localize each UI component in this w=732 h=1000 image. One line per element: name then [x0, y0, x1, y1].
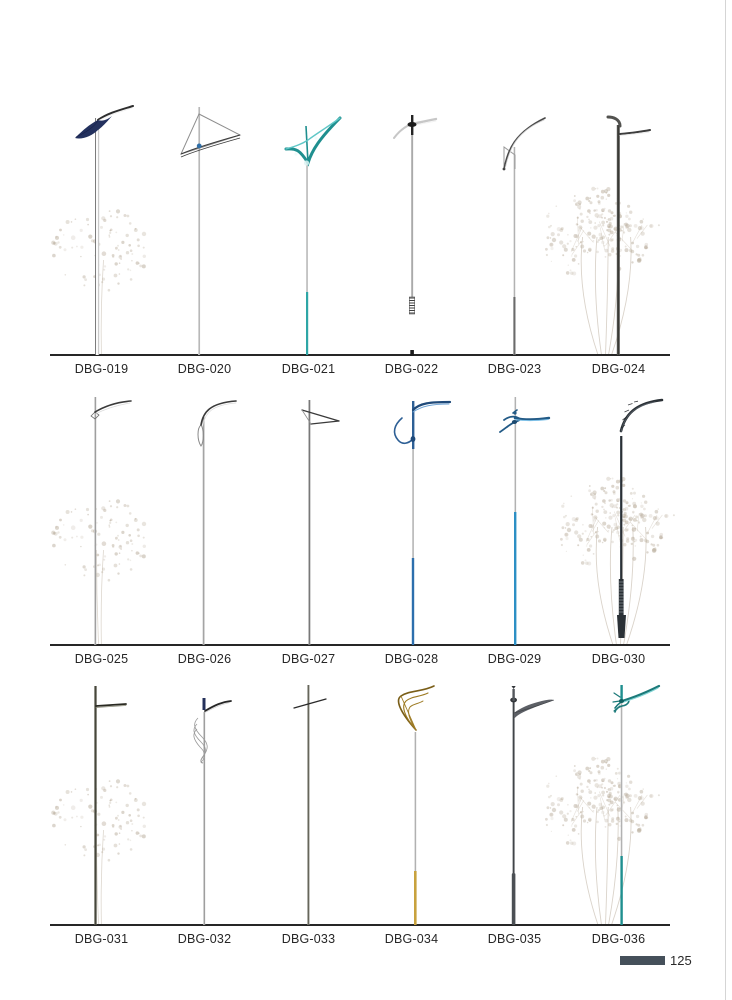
svg-text:125: 125: [670, 953, 692, 968]
